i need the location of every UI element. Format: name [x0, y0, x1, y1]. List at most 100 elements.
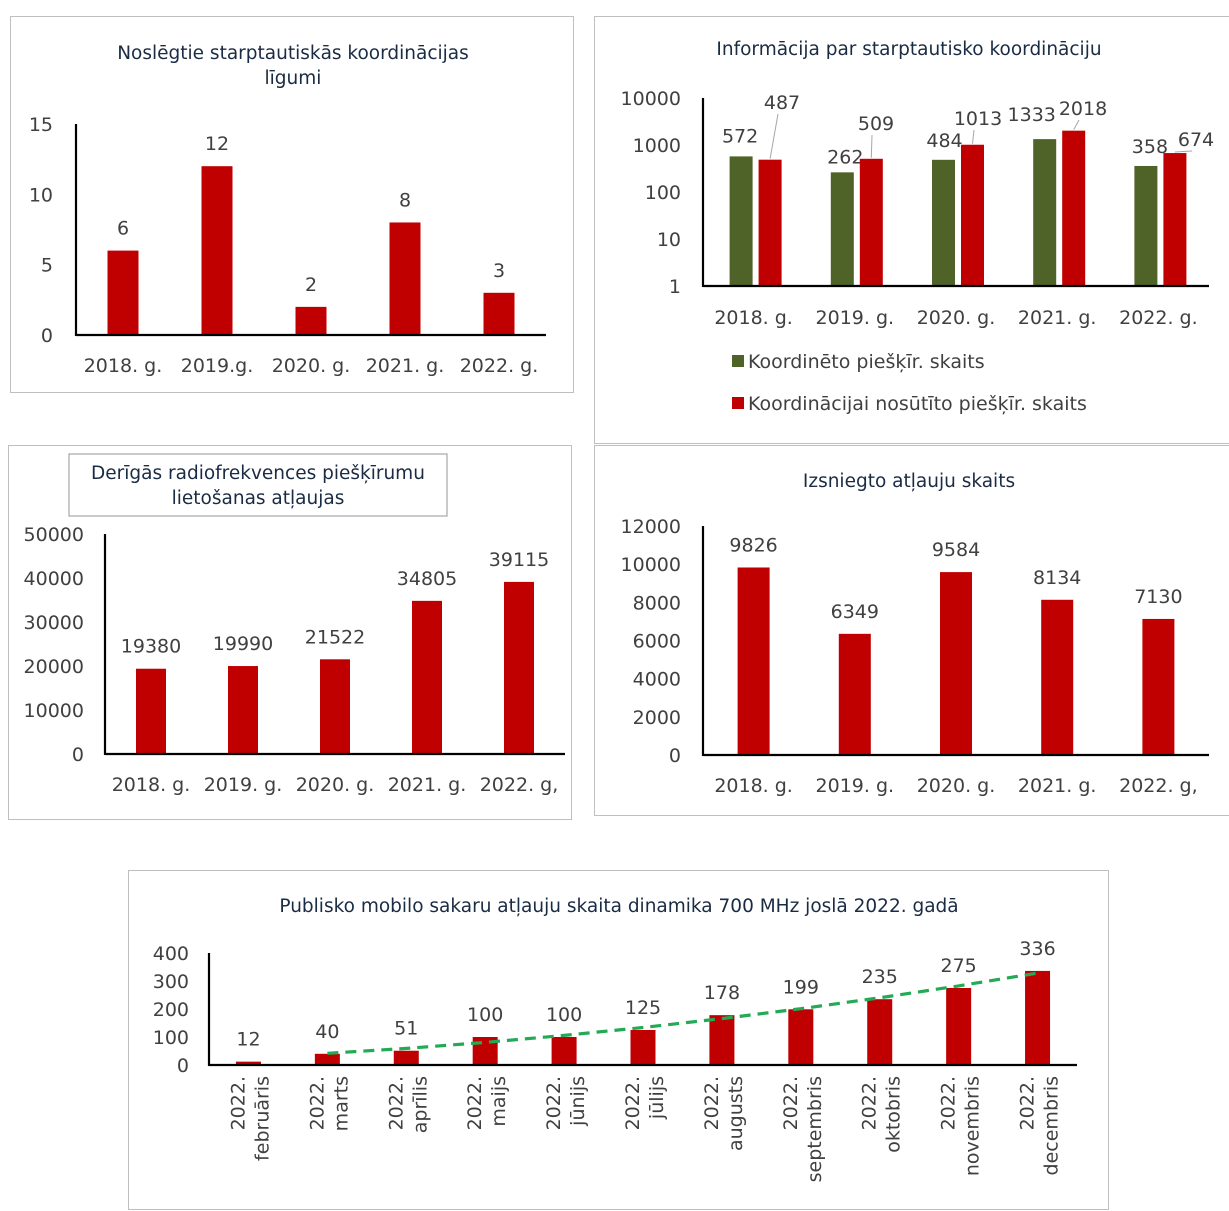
chart-title-line: līgumi — [265, 68, 322, 89]
data-label: 358 — [1132, 136, 1168, 158]
bar — [483, 292, 515, 335]
bar — [709, 1015, 735, 1065]
x-tick-label: 2020. g. — [917, 307, 996, 329]
bar — [393, 1050, 419, 1065]
bar-coordinated — [1033, 139, 1057, 286]
data-label: 674 — [1178, 129, 1214, 151]
data-label: 9826 — [729, 534, 777, 556]
bar — [940, 572, 972, 755]
bar-coordinated — [729, 156, 753, 286]
chart-700mhz-dynamics: Publisko mobilo sakaru atļauju skaita di… — [153, 896, 1077, 1182]
bar — [136, 668, 166, 754]
x-tick-label: 2019. g. — [816, 775, 895, 797]
chart-panel-valid-licences: Derīgās radiofrekvences piešķīrumu lietoš… — [8, 445, 572, 820]
chart-title-line: Derīgās radiofrekvences piešķīrumu — [91, 463, 425, 484]
bar-sent-for-coordination — [758, 159, 782, 286]
data-label: 235 — [862, 966, 898, 988]
data-label: 275 — [941, 955, 977, 977]
data-label: 6349 — [831, 601, 879, 623]
x-tick-label: 2022. g. — [1119, 307, 1198, 329]
bar — [228, 666, 258, 754]
chart-panel-700mhz-dynamics: Publisko mobilo sakaru atļauju skaita di… — [128, 870, 1109, 1210]
y-tick-label: 12000 — [621, 516, 681, 538]
legend-label: Koordinēto piešķīr. skaits — [748, 351, 985, 373]
bar — [788, 1009, 814, 1065]
y-tick-label: 20000 — [24, 656, 84, 678]
chart-international-coordination: Informācija par starptautisko koordināci… — [621, 39, 1215, 415]
y-tick-label: 30000 — [24, 612, 84, 634]
y-tick-label: 8000 — [633, 592, 681, 614]
y-tick-label: 2000 — [633, 707, 681, 729]
x-tick-label: 2022. septembris — [780, 1076, 826, 1182]
data-label: 100 — [546, 1004, 582, 1026]
bar — [838, 633, 871, 755]
bar — [737, 567, 770, 755]
x-tick-label: 2021. g. — [366, 355, 445, 377]
data-label: 100 — [467, 1004, 503, 1026]
legend-swatch — [732, 355, 744, 367]
data-label: 178 — [704, 982, 740, 1004]
data-label: 2 — [305, 274, 317, 296]
y-tick-label: 0 — [72, 744, 84, 766]
data-label: 40 — [315, 1021, 339, 1043]
x-tick-label: 2018. g. — [714, 775, 793, 797]
data-label: 39115 — [489, 549, 549, 571]
data-label: 509 — [858, 113, 894, 135]
y-tick-label: 15 — [29, 114, 53, 136]
data-label: 8 — [399, 189, 411, 211]
chart-valid-licences: Derīgās radiofrekvences piešķīrumu lietoš… — [24, 453, 565, 796]
data-label: 199 — [783, 976, 819, 998]
x-tick-label: 2022. aprīlis — [385, 1076, 431, 1133]
y-tick-label: 6000 — [633, 631, 681, 653]
chart-title-line: Izsniegto atļauju skaits — [803, 471, 1015, 492]
y-tick-label: 400 — [153, 943, 189, 965]
data-label: 12 — [236, 1029, 260, 1051]
bar — [295, 306, 327, 335]
x-tick-label: 2018. g. — [714, 307, 793, 329]
chart-title-line: Noslēgtie starptautiskās koordinācijas — [117, 43, 469, 64]
y-tick-label: 10000 — [621, 88, 681, 110]
x-tick-label: 2022. g. — [460, 355, 539, 377]
chart-coordination-agreements: Noslēgtie starptautiskās koordinācijas lī… — [29, 43, 546, 377]
bar — [867, 999, 893, 1065]
data-label: 19990 — [213, 633, 273, 655]
data-label: 6 — [117, 218, 129, 240]
data-label: 125 — [625, 997, 661, 1019]
x-tick-label: 2022. decembris — [1017, 1076, 1063, 1175]
chart-title-line: lietošanas atļaujas — [172, 488, 345, 509]
chart-issued-permits: Izsniegto atļauju skaits 0 2000 4000 6000 800… — [621, 471, 1209, 797]
y-tick-label: 0 — [41, 325, 53, 347]
legend-label: Koordinācijai nosūtīto piešķīr. skaits — [748, 393, 1087, 415]
chart-title-line: Publisko mobilo sakaru atļauju skaita di… — [279, 896, 958, 917]
data-label: 3 — [493, 260, 505, 282]
data-label: 1333 — [1008, 104, 1056, 126]
bar-sent-for-coordination — [961, 144, 984, 286]
y-tick-label: 0 — [177, 1055, 189, 1077]
y-tick-label: 40000 — [24, 568, 84, 590]
y-tick-label: 5 — [41, 255, 53, 277]
data-label: 7130 — [1134, 586, 1182, 608]
x-tick-label: 2020. g. — [272, 355, 351, 377]
chart-title-line: Informācija par starptautisko koordināci… — [716, 39, 1101, 60]
data-label: 34805 — [397, 568, 457, 590]
data-label: 1013 — [954, 108, 1002, 130]
data-label-leader — [870, 134, 873, 158]
bar-sent-for-coordination — [1163, 153, 1187, 286]
bar — [551, 1037, 577, 1065]
bar — [630, 1030, 656, 1065]
x-tick-label: 2019. g. — [816, 307, 895, 329]
y-tick-label: 100 — [153, 1027, 189, 1049]
x-tick-label: 2022. jūnijs — [543, 1076, 589, 1130]
data-label: 2018 — [1059, 98, 1107, 120]
chart-panel-international-coordination: Informācija par starptautisko koordināci… — [594, 16, 1229, 444]
data-label-leader — [972, 129, 975, 144]
bar — [389, 222, 421, 335]
bar — [504, 581, 534, 754]
chart-panel-coordination-agreements: Noslēgtie starptautiskās koordinācijas lī… — [10, 16, 574, 393]
bar-coordinated — [932, 159, 955, 286]
x-tick-label: 2022. marts — [306, 1076, 352, 1131]
data-label: 51 — [394, 1018, 418, 1040]
bar-coordinated — [830, 172, 854, 286]
x-tick-label: 2018. g. — [84, 355, 163, 377]
data-label: 12 — [205, 133, 229, 155]
